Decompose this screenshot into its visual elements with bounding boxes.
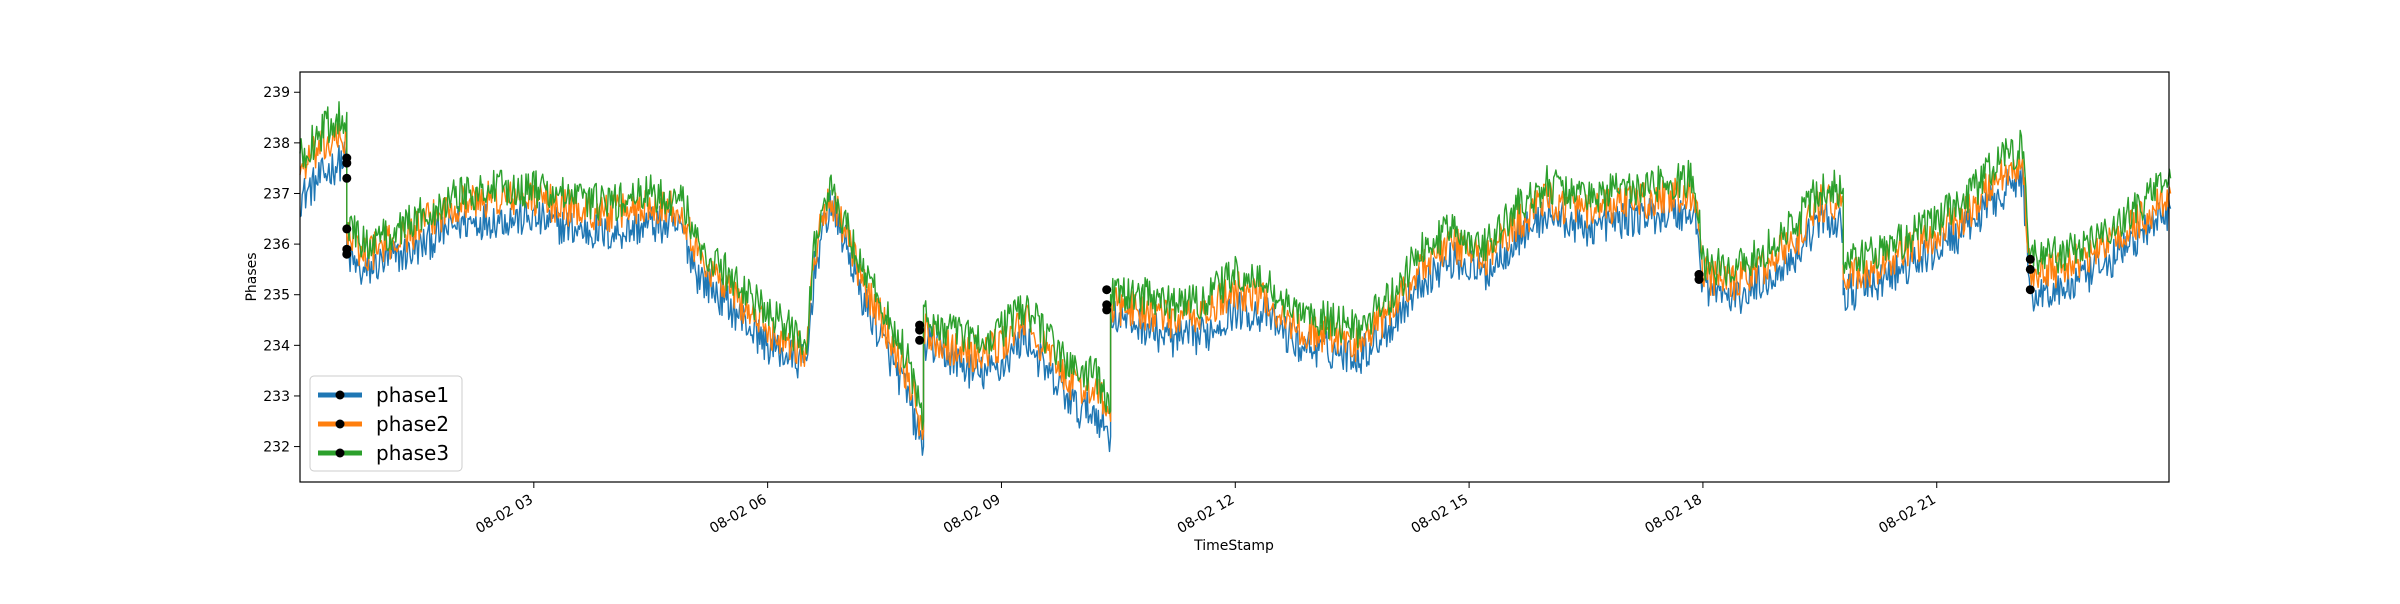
y-tick-label: 238 [263,136,290,152]
legend-marker [335,390,345,400]
legend-marker [335,448,345,458]
legend: phase1 phase2 phase3 [309,375,463,472]
legend-label-phase1: phase1 [376,383,449,407]
y-axis: 232 233 234 235 236 237 238 239 [263,85,300,456]
y-axis-label: Phases [244,252,260,301]
y-tick-label: 237 [263,186,290,202]
anomaly-marker [342,224,352,234]
legend-label-phase3: phase3 [376,441,449,465]
series-layer [299,101,2172,456]
plot-area-frame [299,71,2170,483]
anomaly-marker [342,249,352,259]
legend-label-phase2: phase2 [376,412,449,436]
legend-entries: phase1 phase2 phase3 [318,383,449,465]
y-tick-label: 233 [263,389,290,405]
y-tick-label: 232 [263,440,290,456]
legend-marker [335,419,345,429]
marker-layer [342,153,2035,345]
anomaly-marker [1694,270,1704,279]
x-axis-label: TimeStamp [1193,538,1274,554]
y-tick-label: 234 [263,338,290,354]
anomaly-marker [2025,254,2035,264]
anomaly-marker [2025,285,2035,295]
anomaly-marker [2025,264,2035,274]
anomaly-marker [1102,285,1112,295]
anomaly-marker [342,158,352,168]
y-tick-label: 236 [263,237,290,253]
anomaly-marker [915,325,925,335]
series-line-phase3 [299,101,2172,431]
legend-box [309,375,463,472]
anomaly-marker [342,173,352,183]
series-line-phase2 [299,123,2172,441]
anomaly-marker [1102,305,1112,315]
y-tick-label: 239 [263,85,290,101]
y-tick-label: 235 [263,288,290,304]
anomaly-marker [915,335,925,345]
